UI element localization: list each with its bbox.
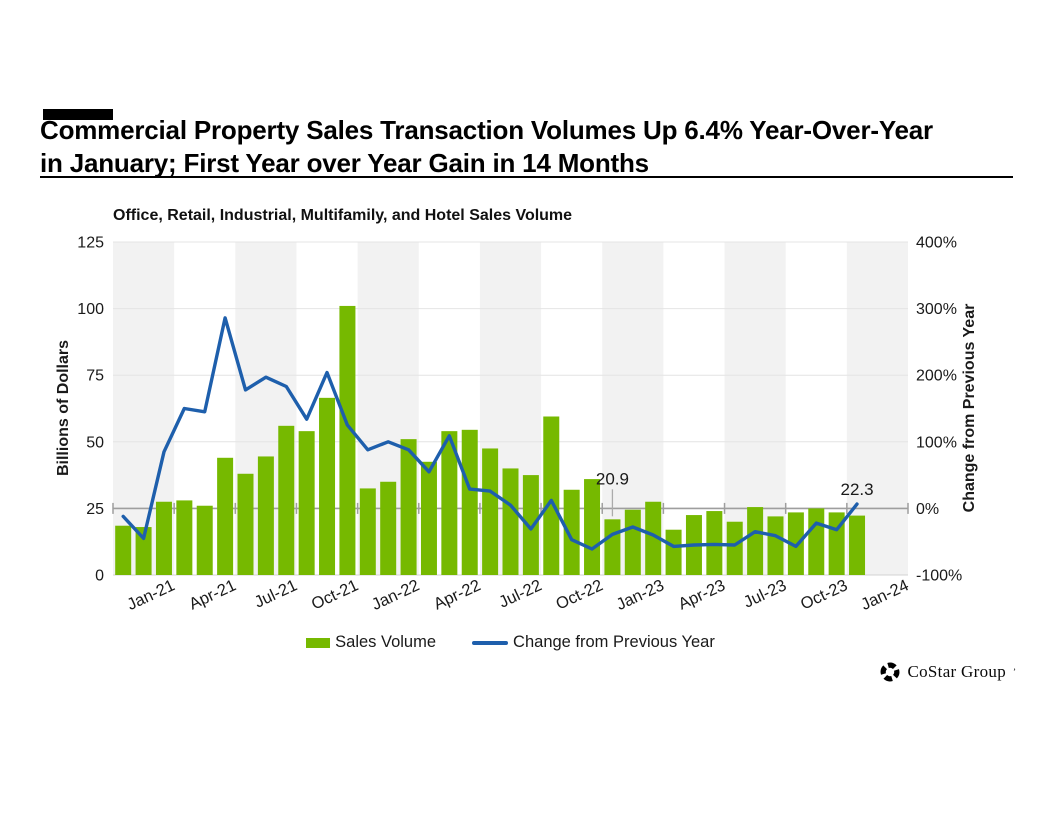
bar-Jul-22	[482, 448, 499, 575]
bar-Jul-23	[726, 521, 743, 575]
change-from-previous-year-line	[121, 316, 859, 551]
bar-Jan-24	[849, 515, 866, 575]
x-axis-tick-label: Oct-21	[309, 576, 361, 613]
bar-Dec-21	[339, 305, 356, 575]
bar-Apr-23	[665, 529, 682, 575]
change-line-swatch-icon	[472, 640, 509, 645]
x-axis-tick-label: Apr-23	[676, 576, 728, 613]
bar-Aug-22	[502, 468, 519, 575]
right-axis-tick-label: -100%	[916, 568, 962, 585]
right-axis-title: Change from Previous Year	[961, 303, 978, 513]
right-axis-tick-label: 300%	[916, 301, 957, 318]
x-axis-tick-label: Jan-22	[369, 576, 422, 614]
bar-Feb-21	[135, 527, 152, 575]
annotation-Jan-23: 20.9	[596, 469, 629, 488]
bar-Feb-23	[624, 509, 641, 575]
chart-legend: Sales Volume Change from Previous Year	[113, 633, 908, 652]
left-axis-tick-label: 75	[86, 368, 104, 385]
legend-label-change: Change from Previous Year	[513, 633, 715, 651]
bar-May-22	[441, 431, 458, 575]
right-axis-tick-label: 400%	[916, 235, 957, 252]
x-axis-tick-label: Jul-22	[496, 576, 544, 611]
bar-Nov-22	[563, 489, 580, 575]
bar-Mar-22	[400, 439, 417, 575]
bar-Feb-22	[380, 481, 397, 575]
legend-label-sales-volume: Sales Volume	[335, 633, 437, 651]
right-axis-tick-label: 200%	[916, 368, 957, 385]
bar-Jan-22	[359, 488, 376, 575]
bar-Apr-22	[420, 461, 437, 575]
left-axis-tick-label: 125	[77, 235, 104, 252]
left-axis-tick-label: 100	[77, 301, 104, 318]
bar-Sep-21	[278, 425, 295, 575]
bar-Nov-21	[319, 397, 336, 575]
legend-item-change: Change from Previous Year	[472, 633, 715, 652]
bar-Mar-21	[155, 501, 172, 575]
bar-Sep-22	[522, 475, 539, 575]
x-axis-tick-label: Jan-23	[614, 576, 667, 614]
bar-Oct-21	[298, 431, 315, 575]
costar-logo-text: CoStar Group	[907, 662, 1006, 681]
bar-Oct-22	[543, 416, 560, 575]
x-axis-tick-label: Jan-24	[858, 576, 911, 614]
x-axis-tick-label: Oct-23	[798, 576, 850, 613]
left-axis-tick-label: 25	[86, 501, 104, 518]
page-title: Commercial Property Sales Transaction Vo…	[40, 114, 1016, 179]
bar-Oct-23	[787, 512, 804, 575]
page-title-line1: Commercial Property Sales Transaction Vo…	[40, 115, 933, 145]
chart-title: Office, Retail, Industrial, Multifamily,…	[113, 207, 573, 224]
title-underline	[40, 176, 1013, 178]
x-axis-tick-label: Apr-21	[186, 576, 238, 613]
bar-Jul-21	[237, 473, 254, 575]
page-title-line2: in January; First Year over Year Gain in…	[40, 147, 649, 178]
x-axis-tick-label: Jul-23	[741, 576, 789, 611]
right-axis-tick-label: 0%	[916, 501, 939, 518]
right-axis-tick-label: 100%	[916, 434, 957, 451]
left-axis-tick-label: 0	[95, 568, 104, 585]
x-axis-tick-label: Oct-22	[553, 576, 605, 613]
bar-Jan-23	[604, 519, 621, 575]
bar-Nov-23	[808, 508, 825, 575]
left-axis-title: Billions of Dollars	[55, 339, 72, 477]
bar-Sep-23	[767, 516, 784, 575]
bar-May-21	[196, 505, 213, 575]
x-axis-tick-label: Jul-21	[252, 576, 300, 611]
legend-item-sales-volume: Sales Volume	[306, 633, 436, 652]
bar-Aug-23	[747, 507, 764, 575]
x-axis-tick-label: Jan-21	[124, 576, 177, 614]
costar-logo-trademark: ’	[1013, 667, 1016, 677]
bar-Mar-23	[645, 501, 662, 575]
x-axis-tick-label: Apr-22	[431, 576, 483, 613]
costar-logo: CoStar Group ’	[879, 661, 1016, 683]
bar-Jun-21	[217, 457, 234, 575]
title-accent-bar	[43, 109, 113, 120]
bar-Jan-21	[115, 525, 132, 575]
sales-volume-swatch-icon	[306, 637, 331, 648]
annotation-Jan-24: 22.3	[840, 480, 873, 499]
bar-Apr-21	[176, 500, 193, 575]
bar-Dec-22	[584, 479, 601, 575]
bar-Aug-21	[257, 456, 274, 575]
costar-pinwheel-icon	[881, 662, 900, 682]
bar-Jun-22	[461, 429, 478, 575]
left-axis-tick-label: 50	[86, 434, 104, 451]
